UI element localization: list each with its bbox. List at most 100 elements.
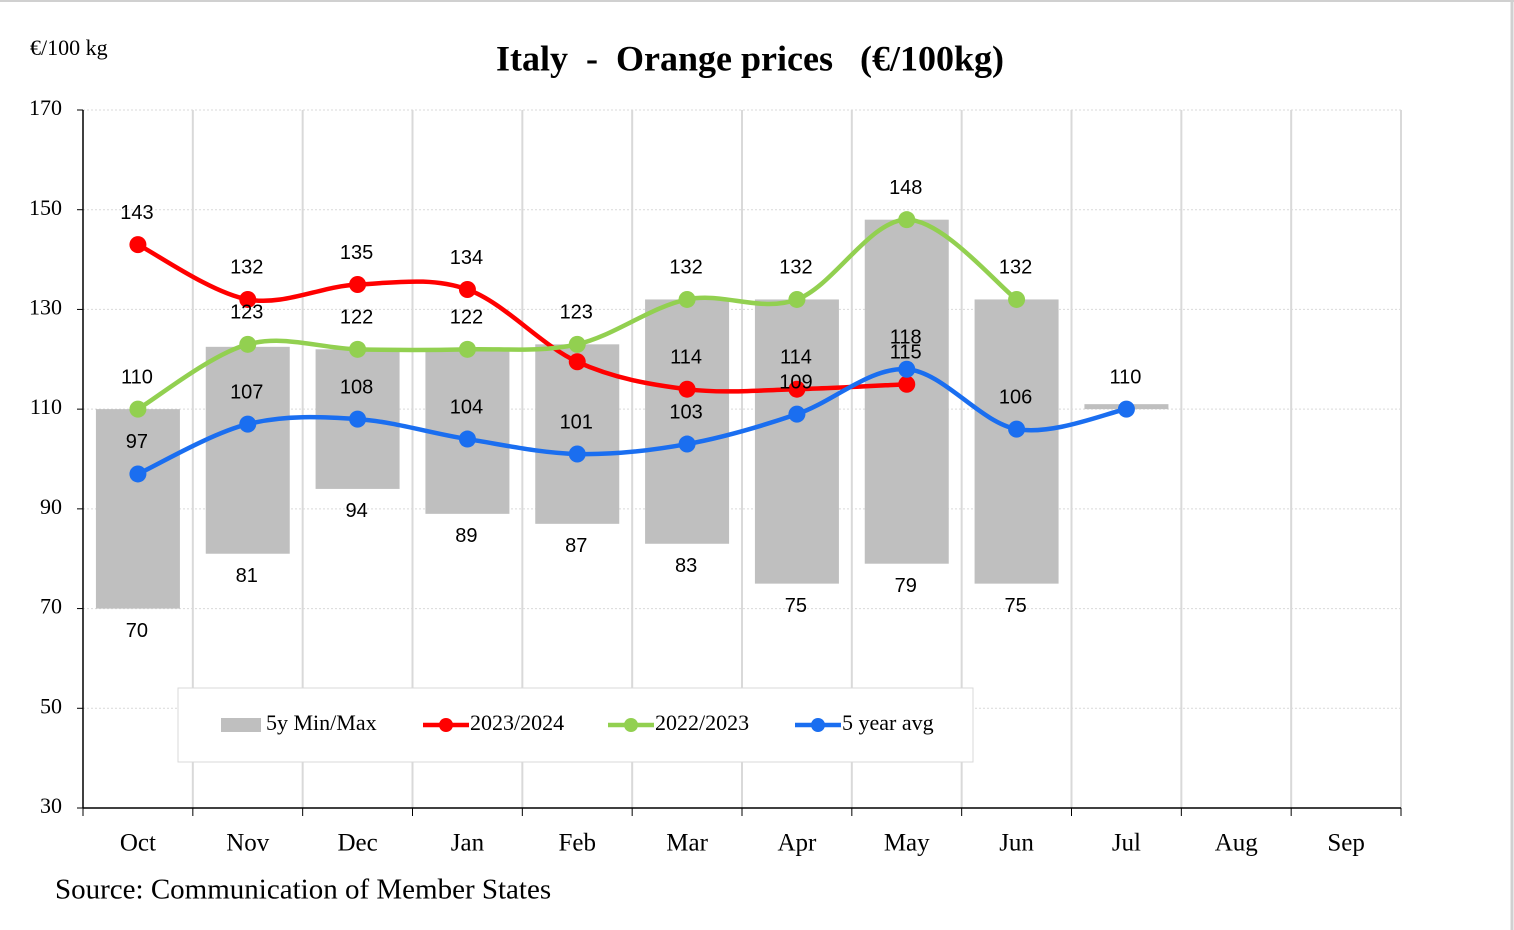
data-label: 89 — [455, 525, 477, 547]
legend-swatch — [221, 718, 261, 732]
point — [788, 405, 806, 423]
x-tick-label: Jan — [451, 830, 485, 857]
point — [458, 430, 476, 448]
x-tick-label: Sep — [1327, 830, 1365, 857]
point — [678, 380, 696, 398]
point — [458, 280, 476, 298]
point — [239, 290, 257, 308]
y-tick-label: 50 — [40, 693, 62, 718]
legend-label: 5y Min/Max — [266, 710, 377, 735]
data-label: 132 — [230, 257, 263, 279]
x-tick-label: Jun — [999, 830, 1034, 857]
point — [568, 353, 586, 371]
point — [678, 290, 696, 308]
legend-label: 2022/2023 — [655, 710, 749, 735]
range-bar — [754, 299, 839, 584]
point — [568, 335, 586, 353]
data-label: 106 — [999, 386, 1032, 408]
range-bar — [205, 346, 290, 554]
y-axis-label: €/100 kg — [30, 35, 108, 60]
data-label: 70 — [126, 620, 148, 642]
data-label: 75 — [1004, 595, 1026, 617]
data-label: 122 — [340, 307, 373, 329]
data-label: 83 — [675, 555, 697, 577]
point — [1117, 400, 1135, 418]
point — [239, 415, 257, 433]
y-tick-label: 130 — [29, 294, 62, 319]
legend-dot — [439, 718, 453, 732]
data-label: 104 — [450, 396, 483, 418]
y-tick-label: 110 — [30, 394, 62, 419]
x-tick-label: Oct — [120, 830, 156, 857]
data-label: 81 — [236, 565, 258, 587]
range-bar — [95, 409, 180, 609]
legend-dot — [624, 718, 638, 732]
range-bar — [645, 299, 730, 544]
y-tick-label: 150 — [29, 195, 62, 220]
point — [129, 236, 147, 254]
point — [239, 335, 257, 353]
data-label: 110 — [121, 366, 153, 388]
line — [136, 366, 1127, 477]
data-label: 107 — [230, 381, 263, 403]
x-tick-label: Mar — [666, 830, 708, 857]
data-label: 122 — [450, 307, 483, 329]
point — [349, 410, 367, 428]
data-label: 108 — [340, 376, 373, 398]
data-label: 94 — [345, 500, 367, 522]
point — [349, 276, 367, 293]
point — [898, 211, 916, 229]
data-label: 135 — [340, 242, 373, 264]
data-label: 97 — [126, 431, 148, 453]
point — [898, 360, 916, 378]
data-label: 143 — [120, 202, 153, 224]
point — [678, 435, 696, 453]
data-label: 114 — [670, 346, 702, 368]
x-tick-label: May — [884, 830, 930, 857]
data-label: 132 — [779, 257, 812, 279]
data-label: 148 — [889, 177, 922, 199]
data-label: 75 — [785, 595, 807, 617]
data-label: 87 — [565, 535, 587, 557]
line — [136, 217, 1018, 412]
data-label: 115 — [890, 341, 922, 363]
range-bar — [974, 299, 1059, 584]
point — [1008, 420, 1026, 438]
point — [349, 340, 367, 358]
data-label: 109 — [779, 371, 812, 393]
source: Source: Communication of Member States — [55, 874, 551, 906]
data-label: 123 — [560, 302, 593, 324]
legend-label: 2023/2024 — [470, 710, 564, 735]
legend-dot — [811, 718, 825, 732]
point — [129, 400, 147, 418]
point — [568, 445, 586, 463]
data-label: 132 — [669, 257, 702, 279]
point — [788, 290, 806, 308]
x-tick-label: Nov — [226, 830, 270, 857]
data-label: 110 — [1109, 366, 1141, 388]
x-tick-label: Jul — [1112, 830, 1141, 857]
x-tick-label: Dec — [337, 830, 377, 857]
y-tick-label: 90 — [40, 494, 62, 519]
point — [1008, 290, 1026, 308]
point — [788, 380, 806, 398]
data-label: 118 — [890, 327, 922, 349]
point — [129, 465, 147, 483]
data-label: 103 — [669, 401, 702, 423]
data-label: 132 — [999, 257, 1032, 279]
data-label: 134 — [450, 247, 483, 269]
chart-title: Italy - Orange prices (€/100kg) — [496, 38, 1004, 78]
legend-label: 5 year avg — [842, 710, 934, 735]
point — [898, 375, 916, 393]
data-label: 123 — [230, 302, 263, 324]
x-tick-label: Feb — [559, 830, 597, 857]
x-tick-label: Aug — [1215, 830, 1259, 857]
y-tick-label: 30 — [40, 793, 62, 818]
x-tick-label: Apr — [777, 830, 817, 857]
data-label: 101 — [560, 411, 593, 433]
data-label: 79 — [895, 575, 917, 597]
point — [458, 340, 476, 358]
y-tick-label: 170 — [29, 95, 62, 120]
data-label: 114 — [780, 346, 812, 368]
